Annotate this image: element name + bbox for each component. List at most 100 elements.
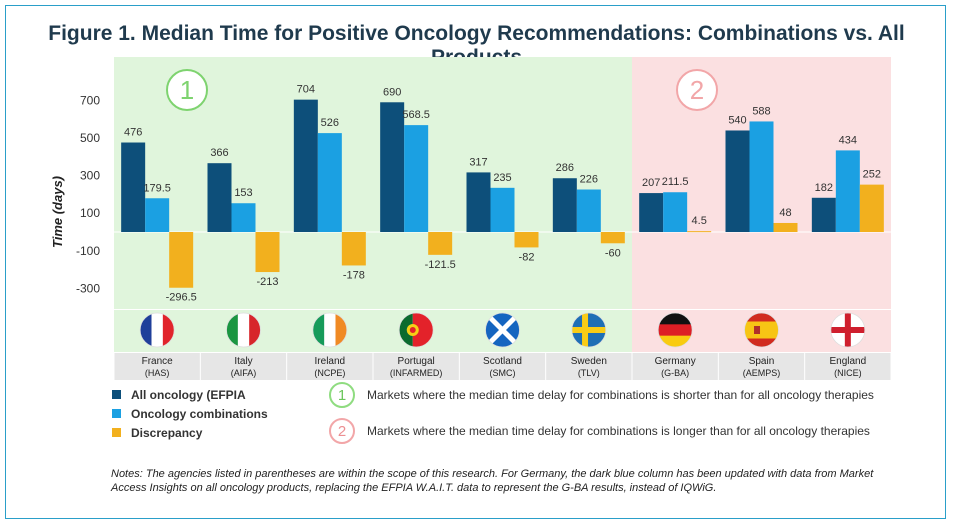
bar-portugal-0	[380, 102, 405, 232]
data-label: 48	[779, 207, 791, 219]
bar-sweden-0	[552, 178, 577, 232]
data-label: 476	[124, 127, 142, 139]
y-axis-label: Time (days)	[50, 176, 65, 248]
legend-item-all-oncology: All oncology (EFPIA	[112, 385, 268, 404]
bar-sweden-1	[576, 189, 601, 232]
key-item-shorter: 1 Markets where the median time delay fo…	[329, 382, 874, 408]
bar-spain-1	[749, 121, 774, 232]
category-label: Ireland	[315, 356, 346, 367]
portugal-flag-icon	[399, 313, 434, 347]
y-tick-label: 500	[80, 131, 100, 145]
sweden-flag-icon	[571, 313, 606, 347]
category-label: Sweden	[571, 356, 607, 367]
bar-ireland-2	[341, 232, 366, 266]
agency-label: (HAS)	[145, 368, 170, 378]
data-label: 366	[210, 147, 228, 159]
bar-france-2	[169, 232, 194, 288]
bar-scotland-0	[466, 172, 491, 232]
data-label: 4.5	[692, 215, 707, 227]
y-tick-label: 700	[80, 93, 100, 107]
legend-label: Oncology combinations	[131, 406, 268, 421]
data-label: 317	[469, 156, 487, 168]
legend-label: All oncology (EFPIA	[131, 387, 246, 402]
bar-sweden-2	[600, 232, 625, 244]
agency-label: (AEMPS)	[743, 368, 781, 378]
y-tick-label: 100	[80, 206, 100, 220]
bar-scotland-2	[514, 232, 539, 248]
spain-flag-icon	[744, 313, 779, 347]
germany-flag-icon	[658, 313, 693, 347]
bar-italy-1	[231, 203, 256, 232]
region-badge-number: 1	[180, 75, 194, 105]
bar-portugal-2	[428, 232, 453, 255]
bar-italy-0	[207, 163, 232, 232]
category-label-box	[632, 353, 718, 380]
region-badge-circle	[676, 69, 718, 111]
legend-swatch	[112, 428, 121, 437]
data-label: 153	[234, 187, 252, 199]
bar-germany-2	[687, 231, 712, 233]
key-item-longer: 2 Markets where the median time delay fo…	[329, 418, 870, 444]
bar-italy-2	[255, 232, 280, 273]
legend: All oncology (EFPIA Oncology combination…	[112, 385, 268, 442]
data-label: 690	[383, 86, 401, 98]
data-label: 179.5	[143, 182, 171, 194]
category-label: Scotland	[483, 356, 522, 367]
data-label: 588	[752, 105, 770, 117]
category-label-box	[805, 353, 891, 380]
agency-label: (G-BA)	[661, 368, 689, 378]
category-label: France	[142, 356, 174, 367]
y-tick-label: -300	[76, 281, 100, 295]
data-label: -296.5	[166, 292, 197, 304]
bar-germany-1	[663, 192, 688, 232]
y-tick-label: 300	[80, 169, 100, 183]
data-label: 568.5	[402, 109, 430, 121]
france-flag-icon	[140, 313, 175, 347]
data-label: 252	[863, 169, 881, 181]
england-flag-icon	[830, 313, 865, 347]
legend-swatch	[112, 409, 121, 418]
scotland-flag-icon	[485, 313, 520, 347]
region-1-flag-band	[114, 310, 632, 352]
category-label: Spain	[749, 356, 775, 367]
data-label: -121.5	[425, 259, 456, 271]
bar-portugal-1	[404, 125, 429, 232]
key-text: Markets where the median time delay for …	[367, 424, 870, 438]
bar-england-0	[811, 197, 836, 232]
data-label: -60	[605, 247, 621, 259]
legend-item-combinations: Oncology combinations	[112, 404, 268, 423]
category-label-box	[546, 353, 632, 380]
data-label: -213	[256, 276, 278, 288]
legend-swatch	[112, 390, 121, 399]
bar-spain-2	[773, 222, 798, 232]
data-label: 526	[321, 117, 339, 129]
agency-label: (NICE)	[834, 368, 862, 378]
agency-label: (NCPE)	[314, 368, 345, 378]
agency-label: (SMC)	[490, 368, 516, 378]
key-text: Markets where the median time delay for …	[367, 388, 874, 402]
data-label: 540	[728, 114, 746, 126]
category-label-box	[718, 353, 805, 380]
bar-ireland-0	[293, 99, 318, 232]
data-label: 182	[815, 182, 833, 194]
category-label: England	[829, 356, 866, 367]
bar-ireland-1	[317, 133, 342, 232]
bar-germany-0	[639, 193, 664, 232]
badge-1-icon: 1	[329, 382, 355, 408]
data-label: -82	[519, 251, 535, 263]
category-label-box	[287, 353, 373, 380]
category-label-box	[200, 353, 287, 380]
bar-scotland-1	[490, 187, 515, 232]
data-label: 286	[556, 162, 574, 174]
legend-label: Discrepancy	[131, 425, 203, 440]
category-label: Italy	[234, 356, 252, 367]
bar-france-0	[121, 142, 146, 232]
y-tick-label: -100	[76, 244, 100, 258]
bar-spain-0	[725, 130, 750, 232]
italy-flag-icon	[226, 313, 261, 347]
data-label: 211.5	[662, 176, 689, 188]
category-label: Portugal	[398, 356, 435, 367]
bar-england-1	[835, 150, 860, 232]
legend-item-discrepancy: Discrepancy	[112, 423, 268, 442]
